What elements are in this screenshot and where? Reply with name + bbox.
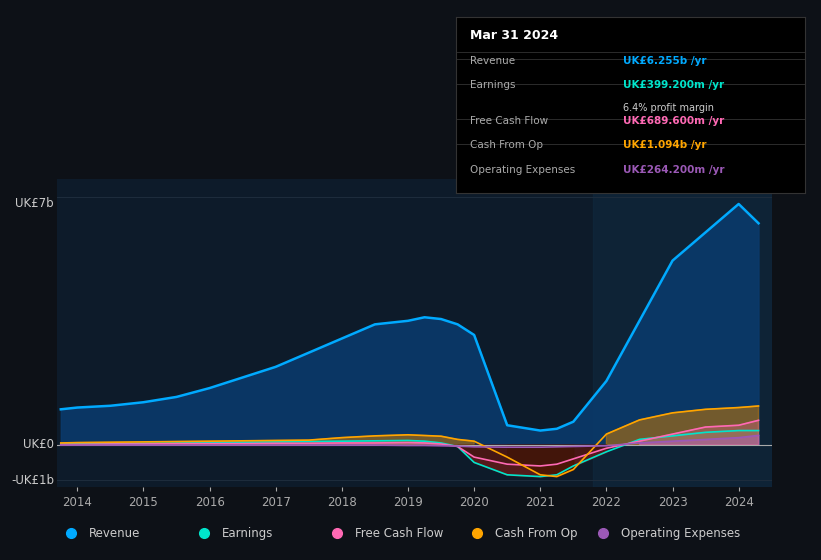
Text: Earnings: Earnings [470, 80, 515, 90]
Text: Free Cash Flow: Free Cash Flow [470, 115, 548, 125]
Text: Earnings: Earnings [222, 527, 273, 540]
Text: 6.4% profit margin: 6.4% profit margin [623, 103, 714, 113]
Text: Cash From Op: Cash From Op [496, 527, 578, 540]
Bar [594, 179, 772, 487]
Text: UK£689.600m /yr: UK£689.600m /yr [623, 115, 724, 125]
Text: Operating Expenses: Operating Expenses [470, 165, 575, 175]
Text: Revenue: Revenue [470, 55, 515, 66]
Text: Cash From Op: Cash From Op [470, 141, 543, 150]
Text: UK£1.094b /yr: UK£1.094b /yr [623, 141, 707, 150]
Text: -UK£1b: -UK£1b [11, 474, 54, 487]
Text: UK£6.255b /yr: UK£6.255b /yr [623, 55, 707, 66]
Text: Operating Expenses: Operating Expenses [621, 527, 741, 540]
Text: Mar 31 2024: Mar 31 2024 [470, 29, 557, 42]
Text: Revenue: Revenue [89, 527, 140, 540]
Text: UK£7b: UK£7b [16, 197, 54, 210]
Text: UK£399.200m /yr: UK£399.200m /yr [623, 80, 724, 90]
Text: Free Cash Flow: Free Cash Flow [355, 527, 443, 540]
Text: UK£0: UK£0 [23, 438, 54, 451]
Text: UK£264.200m /yr: UK£264.200m /yr [623, 165, 725, 175]
